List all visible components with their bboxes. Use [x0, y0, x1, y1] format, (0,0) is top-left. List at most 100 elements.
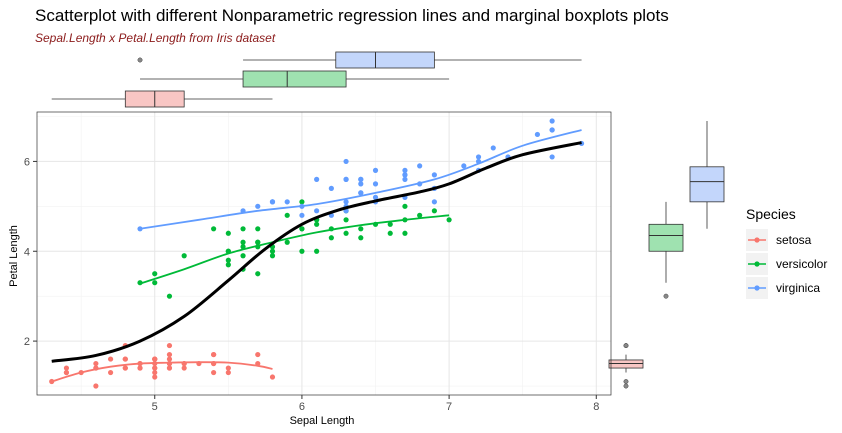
point-versicolor [314, 221, 320, 227]
point-virginica [269, 199, 276, 205]
y-tick-label: 4 [24, 246, 30, 258]
point-virginica [299, 212, 305, 218]
point-setosa [63, 369, 70, 376]
point-versicolor [299, 199, 305, 205]
point-virginica [343, 176, 349, 182]
x-tick-label: 7 [446, 401, 452, 413]
point-setosa [93, 383, 99, 389]
point-virginica [549, 127, 555, 133]
point-virginica [475, 154, 482, 160]
point-virginica [372, 181, 379, 187]
top-marginal-boxplots [51, 51, 582, 108]
point-virginica [534, 131, 541, 138]
outlier-point [623, 343, 629, 349]
legend: Species setosa versicolor virginica [746, 206, 827, 299]
panel-border [36, 111, 612, 396]
outlier-point [137, 57, 143, 63]
point-versicolor [181, 253, 187, 259]
point-setosa [93, 360, 99, 367]
plot-panel: 5 6 7 8 2 4 6 [24, 111, 612, 413]
point-virginica [343, 199, 349, 205]
box-versicolor [648, 223, 684, 252]
point-virginica [372, 194, 379, 200]
point-virginica [417, 163, 423, 169]
box-versicolor [242, 70, 347, 88]
point-setosa [122, 365, 128, 371]
y-tick-label: 2 [24, 336, 30, 348]
point-versicolor [152, 280, 158, 286]
point-setosa [152, 374, 158, 380]
right-marginal-boxplots [608, 120, 725, 389]
point-setosa [107, 356, 114, 362]
point-versicolor [417, 212, 423, 218]
point-virginica [549, 154, 555, 160]
point-versicolor [402, 203, 408, 209]
outlier-point [663, 293, 669, 299]
chart-subtitle: Sepal.Length x Petal.Length from Iris da… [35, 31, 276, 45]
point-versicolor [269, 248, 276, 254]
point-versicolor [314, 248, 320, 254]
point-setosa [181, 365, 187, 371]
point-virginica [358, 181, 364, 187]
point-setosa [166, 365, 173, 371]
point-virginica [314, 208, 320, 214]
point-virginica [358, 176, 364, 182]
point-virginica [343, 158, 349, 165]
outlier-point [623, 383, 629, 389]
point-versicolor [387, 230, 393, 236]
legend-label-setosa: setosa [776, 233, 812, 247]
point-setosa [137, 365, 143, 371]
point-versicolor [240, 253, 246, 259]
legend-key-point [754, 261, 760, 267]
point-virginica [402, 172, 408, 178]
box-virginica [335, 51, 435, 69]
legend-key-point [754, 237, 760, 243]
outlier-point [623, 379, 629, 384]
trend-line-setosa [51, 361, 273, 383]
point-setosa [225, 369, 231, 376]
point-versicolor [358, 235, 364, 241]
point-setosa [122, 356, 128, 362]
legend-key-point [754, 285, 760, 291]
point-setosa [211, 369, 217, 376]
x-tick-label: 5 [152, 401, 158, 413]
point-virginica [431, 172, 437, 178]
legend-label-versicolor: versicolor [776, 257, 827, 271]
point-versicolor [225, 262, 231, 268]
point-setosa [166, 342, 173, 349]
point-versicolor [358, 226, 364, 232]
x-axis-title: Sepal Length [290, 415, 355, 427]
point-versicolor [284, 212, 290, 218]
point-virginica [461, 163, 467, 169]
point-versicolor [225, 230, 231, 236]
point-virginica [431, 199, 437, 205]
legend-title: Species [746, 206, 796, 222]
point-virginica [284, 199, 290, 205]
point-virginica [358, 190, 364, 196]
chart-title: Scatterplot with different Nonparametric… [35, 6, 669, 25]
point-versicolor [152, 271, 158, 277]
point-setosa [269, 374, 276, 380]
point-versicolor [240, 244, 246, 250]
point-versicolor [299, 248, 305, 254]
y-axis-title: Petal Length [8, 225, 20, 287]
point-setosa [166, 356, 173, 362]
x-tick-label: 6 [299, 401, 305, 413]
point-versicolor [328, 235, 334, 241]
y-tick-label: 6 [24, 156, 30, 168]
legend-label-virginica: virginica [776, 281, 820, 295]
point-setosa [107, 369, 114, 376]
point-setosa [152, 356, 158, 362]
point-setosa [63, 365, 70, 371]
x-tick-label: 8 [593, 401, 599, 413]
point-versicolor [299, 226, 305, 232]
point-versicolor [387, 221, 393, 227]
point-virginica [314, 176, 320, 182]
point-versicolor [284, 239, 290, 245]
point-versicolor [431, 208, 437, 214]
point-setosa [255, 351, 261, 358]
point-setosa [152, 365, 158, 371]
trend-line-virginica [139, 129, 582, 230]
point-versicolor [240, 239, 246, 245]
